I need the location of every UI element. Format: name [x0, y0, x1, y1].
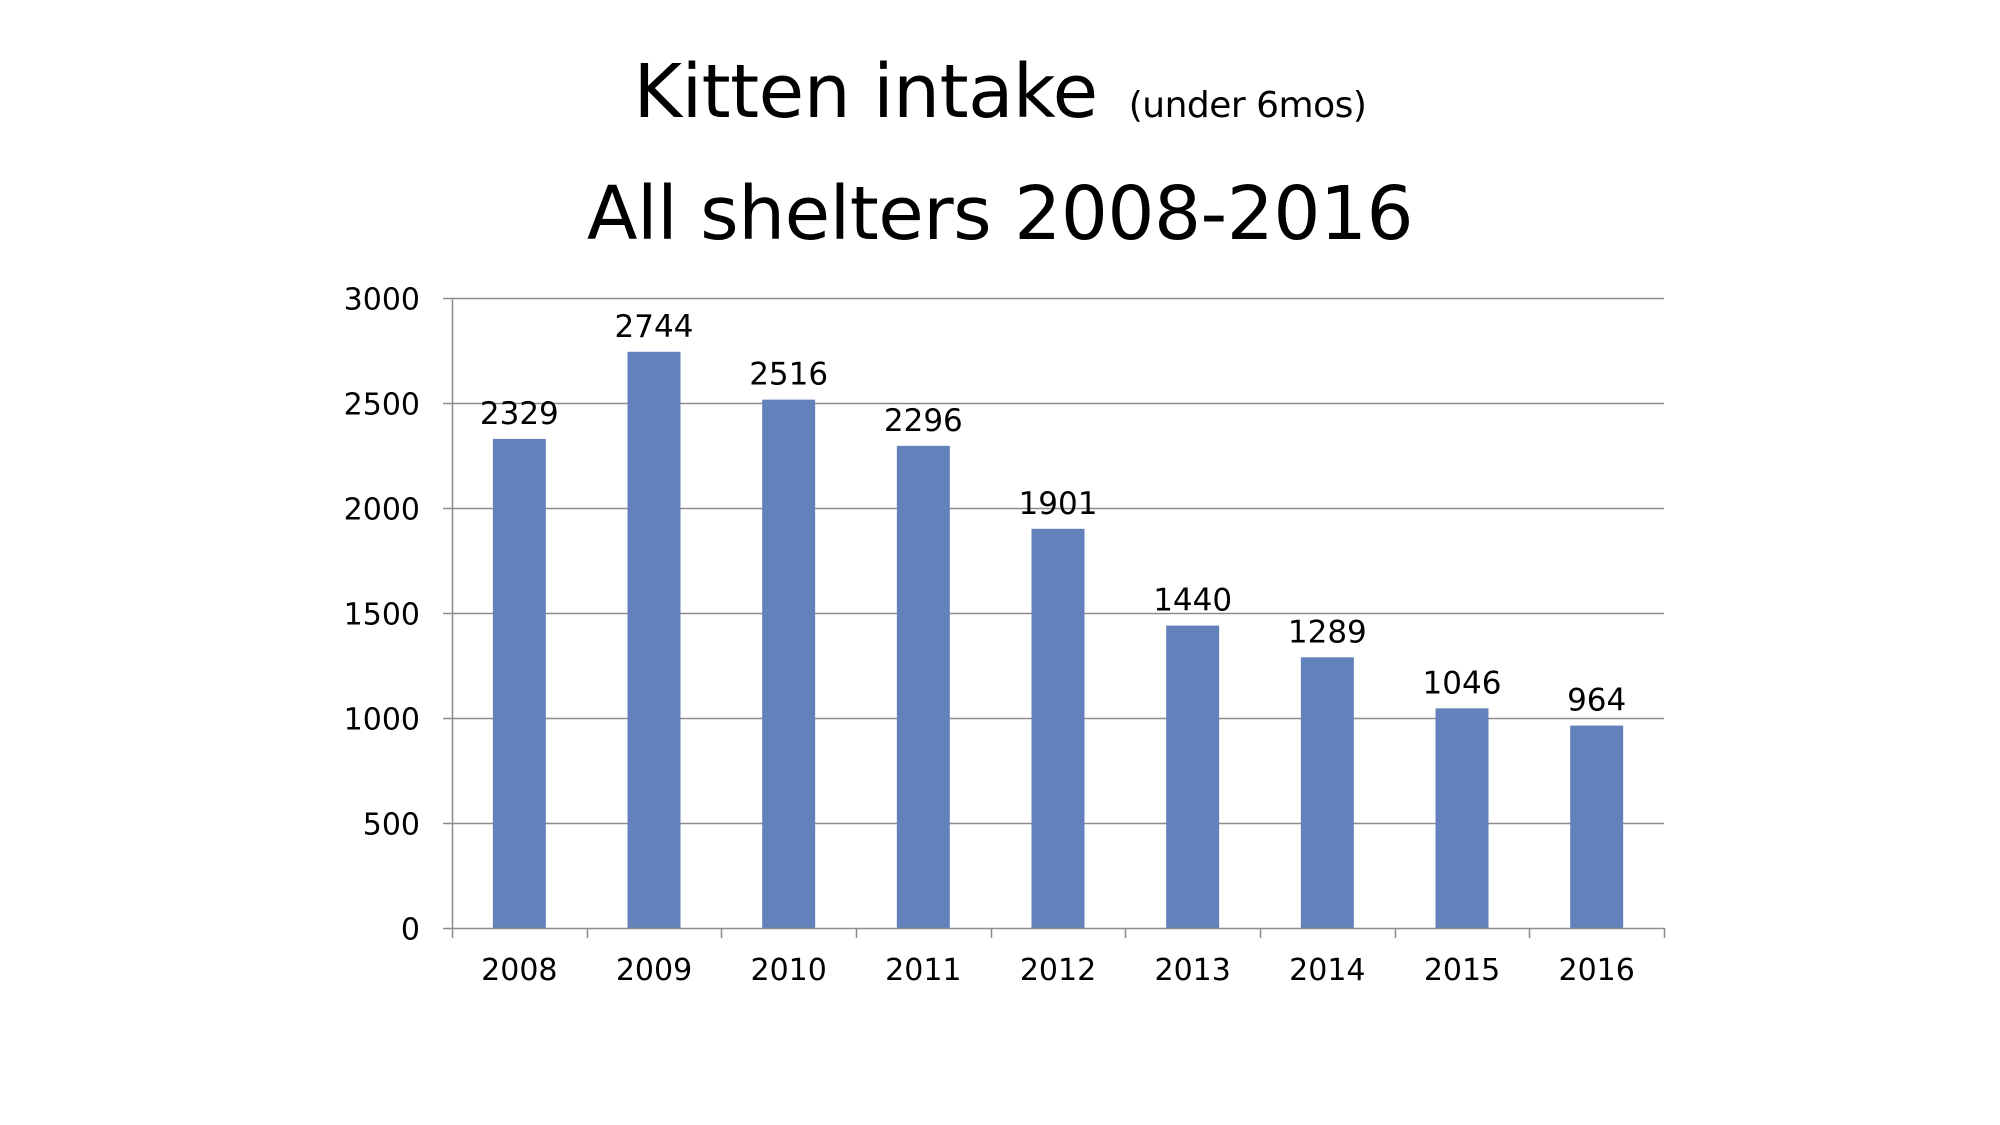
chart-title-block: Kitten intake (under 6mos) All shelters … [0, 40, 2000, 266]
bar [896, 445, 950, 928]
x-tick-labels: 2008 2009 2010 2011 2012 2013 2014 2015 2016 [481, 953, 1635, 988]
y-tick-label: 2000 [344, 493, 420, 528]
y-tick-label: 500 [363, 808, 420, 843]
data-label: 1046 [1423, 665, 1502, 701]
data-label: 964 [1567, 683, 1626, 719]
x-tick-label: 2008 [481, 953, 557, 988]
bar [762, 399, 816, 928]
data-label: 2516 [749, 357, 828, 393]
x-tick-label: 2016 [1558, 953, 1634, 988]
bar [627, 351, 681, 928]
data-label: 1289 [1288, 614, 1367, 650]
x-tick-label: 2010 [750, 953, 826, 988]
chart-title-note: (under 6mos) [1128, 85, 1367, 126]
chart-title: Kitten intake [633, 49, 1099, 135]
y-tick-label: 1500 [344, 598, 420, 633]
y-tick-label: 2500 [344, 388, 420, 423]
bar [1300, 657, 1354, 928]
bar [1570, 725, 1624, 928]
x-tick-label: 2014 [1289, 953, 1365, 988]
bar [1435, 708, 1489, 928]
bar [492, 438, 546, 928]
data-label: 2744 [615, 309, 694, 345]
y-tick-label: 1000 [344, 703, 420, 738]
y-tick-labels: 0 500 1000 1500 2000 2500 3000 [344, 283, 420, 948]
x-tick-label: 2009 [616, 953, 692, 988]
x-tick-label: 2011 [885, 953, 961, 988]
axes [443, 297, 1666, 938]
bar [1031, 528, 1085, 928]
data-label: 1901 [1019, 486, 1098, 522]
bar [1166, 625, 1220, 928]
data-label: 1440 [1153, 583, 1232, 619]
chart-title-line: Kitten intake (under 6mos) [0, 40, 2000, 158]
data-label: 2296 [884, 403, 963, 439]
y-tick-label: 0 [401, 913, 420, 948]
data-label: 2329 [480, 396, 559, 432]
x-tick-label: 2013 [1154, 953, 1230, 988]
data-labels: 2329 2744 2516 2296 1901 1440 1289 1046 964 [480, 309, 1626, 719]
x-tick-label: 2015 [1424, 953, 1500, 988]
bars [492, 351, 1624, 928]
y-tick-label: 3000 [344, 283, 420, 318]
x-tick-label: 2012 [1020, 953, 1096, 988]
chart-subtitle: All shelters 2008-2016 [586, 171, 1414, 257]
